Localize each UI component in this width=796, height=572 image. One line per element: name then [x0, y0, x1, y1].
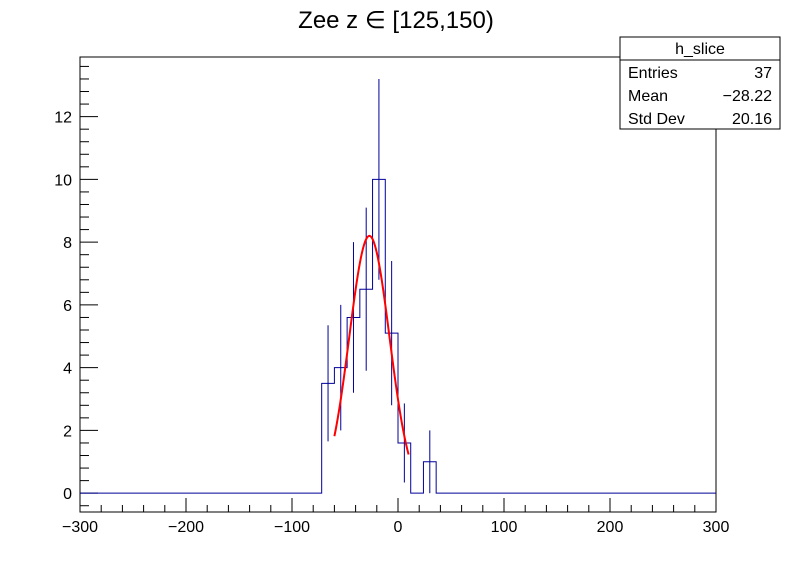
histogram-outline	[80, 178, 716, 494]
stats-value-mean: −28.22	[723, 88, 772, 105]
y-tick-label: 6	[63, 298, 72, 315]
x-tick-label: 300	[703, 519, 730, 536]
stats-value-stddev: 20.16	[732, 111, 772, 128]
fit-curve	[333, 234, 410, 455]
error-bars	[327, 78, 431, 494]
histogram-layer	[80, 178, 716, 494]
x-tick-label: 100	[491, 519, 518, 536]
minor-ticks	[80, 65, 696, 512]
y-tick-label: 4	[63, 361, 72, 378]
stats-title: h_slice	[675, 41, 725, 58]
y-tick-label: 2	[63, 423, 72, 440]
x-tick-label: −300	[62, 519, 98, 536]
chart-title: Zee z ∈ [125,150)	[298, 7, 494, 34]
x-axis: −300 −200 −100 0 100 200 300	[62, 498, 729, 536]
x-tick-label: −100	[274, 519, 310, 536]
y-tick-label: 12	[54, 110, 72, 127]
y-tick-label: 10	[54, 172, 72, 189]
stats-label-entries: Entries	[628, 65, 678, 82]
gaussian-fit	[333, 234, 410, 455]
x-tick-label: −200	[168, 519, 204, 536]
y-axis: 0 2 4 6 8 10 12	[54, 110, 98, 503]
stats-box: h_slice Entries 37 Mean −28.22 Std Dev 2…	[619, 36, 781, 130]
stats-label-mean: Mean	[628, 88, 668, 105]
x-tick-label: 200	[597, 519, 624, 536]
stats-value-entries: 37	[754, 65, 772, 82]
y-tick-label: 0	[63, 486, 72, 503]
x-tick-label: 0	[394, 519, 403, 536]
y-tick-label: 8	[63, 235, 72, 252]
stats-label-stddev: Std Dev	[628, 111, 685, 128]
stats-box-frame	[619, 36, 781, 130]
